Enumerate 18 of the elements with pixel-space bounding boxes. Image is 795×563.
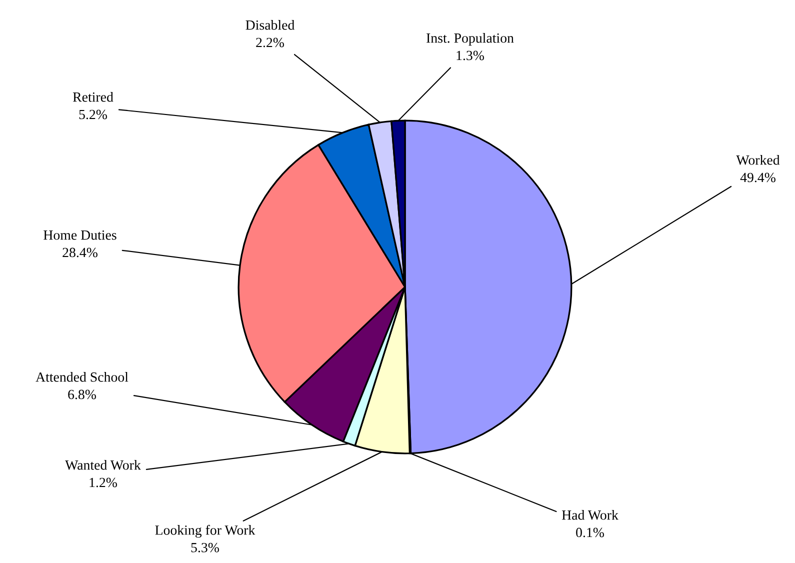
data-label: 1.2%	[90, 478, 117, 488]
data-label: 5.2%	[79, 110, 107, 120]
slice-label: Attended School	[36, 372, 128, 382]
data-label: 6.8%	[68, 390, 96, 400]
slice-label: Retired	[72, 92, 114, 102]
data-label: 0.1%	[576, 528, 604, 538]
slice-label: Had Work	[562, 510, 618, 520]
data-label: 49.4%	[740, 172, 776, 182]
data-label: 28.4%	[62, 248, 98, 258]
data-label: 1.3%	[456, 50, 484, 60]
slice-label: Home Duties	[44, 230, 116, 240]
slice-label: Disabled	[246, 20, 295, 30]
slice-label: Wanted Work	[65, 460, 141, 470]
slice-label: Looking for Work	[155, 524, 256, 538]
slice-label: Worked	[736, 154, 780, 165]
data-label: 5.3%	[191, 542, 219, 552]
data-label: 2.2%	[256, 38, 284, 48]
slice-label: Inst. Population	[426, 32, 514, 46]
